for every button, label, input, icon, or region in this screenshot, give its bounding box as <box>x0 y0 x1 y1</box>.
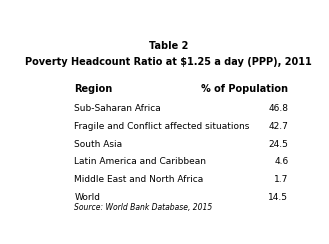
Text: Source: World Bank Database, 2015: Source: World Bank Database, 2015 <box>74 203 213 212</box>
Text: Table 2: Table 2 <box>149 41 188 51</box>
Text: Middle East and North Africa: Middle East and North Africa <box>74 175 204 184</box>
Text: Region: Region <box>74 84 113 94</box>
Text: 4.6: 4.6 <box>274 157 289 166</box>
Text: 1.7: 1.7 <box>274 175 289 184</box>
Text: % of Population: % of Population <box>201 84 289 94</box>
Text: 24.5: 24.5 <box>268 140 289 149</box>
Text: Poverty Headcount Ratio at $1.25 a day (PPP), 2011: Poverty Headcount Ratio at $1.25 a day (… <box>25 58 312 67</box>
Text: 42.7: 42.7 <box>268 122 289 131</box>
Text: Fragile and Conflict affected situations: Fragile and Conflict affected situations <box>74 122 250 131</box>
Text: 46.8: 46.8 <box>268 104 289 113</box>
Text: Sub-Saharan Africa: Sub-Saharan Africa <box>74 104 161 113</box>
Text: Latin America and Caribbean: Latin America and Caribbean <box>74 157 206 166</box>
Text: World: World <box>74 193 100 202</box>
Text: South Asia: South Asia <box>74 140 122 149</box>
Text: 14.5: 14.5 <box>268 193 289 202</box>
